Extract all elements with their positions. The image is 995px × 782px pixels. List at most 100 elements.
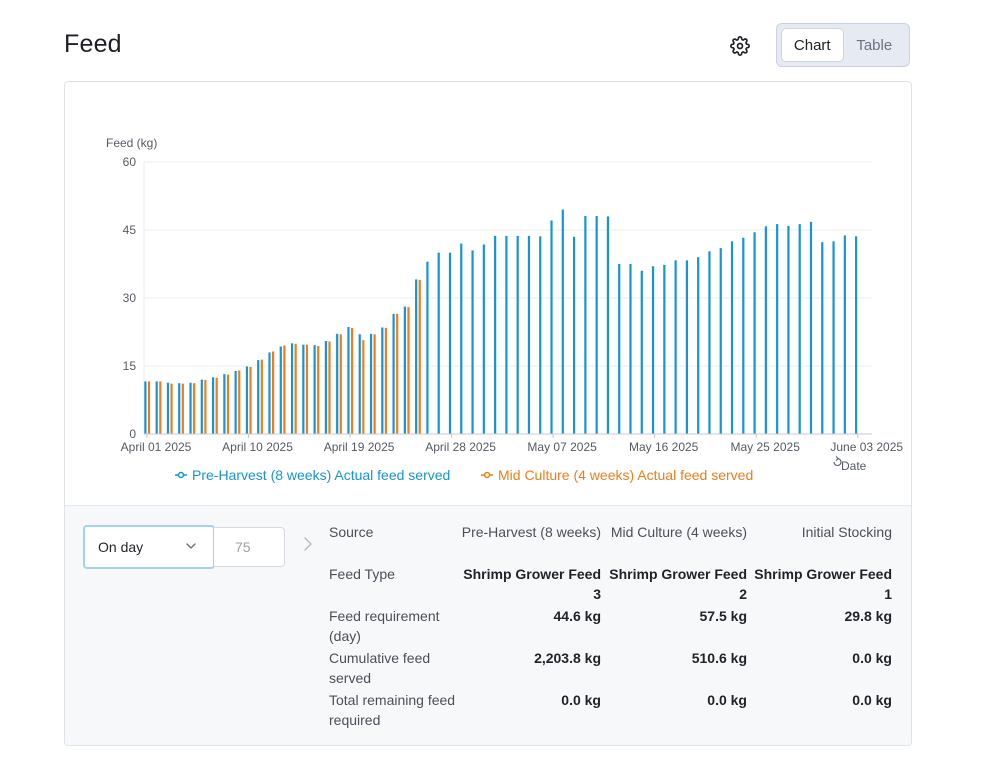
- bar-pre-harvest[interactable]: [257, 360, 260, 434]
- bar-pre-harvest[interactable]: [268, 352, 271, 434]
- bar-mid-culture[interactable]: [350, 327, 354, 434]
- bar-pre-harvest[interactable]: [550, 220, 553, 434]
- bar-pre-harvest[interactable]: [403, 306, 406, 434]
- bar-pre-harvest[interactable]: [719, 248, 722, 434]
- bar-pre-harvest[interactable]: [674, 260, 677, 434]
- bar-mid-culture[interactable]: [147, 381, 151, 434]
- bar-pre-harvest[interactable]: [516, 235, 519, 434]
- bar-pre-harvest[interactable]: [798, 224, 801, 434]
- bar-mid-culture[interactable]: [181, 383, 184, 434]
- bar-pre-harvest[interactable]: [584, 215, 587, 434]
- bar-mid-culture[interactable]: [271, 351, 275, 434]
- bar-pre-harvest[interactable]: [539, 236, 542, 434]
- bar-pre-harvest[interactable]: [415, 279, 418, 434]
- bar-pre-harvest[interactable]: [471, 250, 474, 434]
- row-label: Total remaining feed required: [329, 692, 456, 728]
- bar-pre-harvest[interactable]: [155, 381, 158, 434]
- bar-mid-culture[interactable]: [204, 380, 207, 434]
- bar-mid-culture[interactable]: [317, 346, 320, 434]
- bar-mid-culture[interactable]: [226, 374, 230, 434]
- bar-pre-harvest[interactable]: [572, 236, 576, 434]
- date-reset-button[interactable]: Date: [833, 456, 867, 474]
- bar-pre-harvest[interactable]: [437, 252, 440, 434]
- bar-pre-harvest[interactable]: [166, 382, 170, 434]
- bar-pre-harvest[interactable]: [809, 221, 813, 434]
- bar-pre-harvest[interactable]: [347, 327, 350, 434]
- bar-pre-harvest[interactable]: [640, 270, 643, 434]
- bar-pre-harvest[interactable]: [663, 264, 666, 434]
- bar-pre-harvest[interactable]: [426, 261, 429, 434]
- bar-mid-culture[interactable]: [193, 383, 196, 434]
- bar-pre-harvest[interactable]: [189, 382, 192, 434]
- bar-pre-harvest[interactable]: [448, 252, 452, 434]
- bar-pre-harvest[interactable]: [178, 383, 181, 434]
- bar-mid-culture[interactable]: [159, 381, 162, 434]
- bar-mid-culture[interactable]: [170, 383, 173, 434]
- bar-mid-culture[interactable]: [283, 345, 286, 434]
- bar-pre-harvest[interactable]: [144, 381, 147, 434]
- bar-mid-culture[interactable]: [339, 334, 342, 434]
- chevron-right-icon[interactable]: [301, 536, 315, 552]
- bar-mid-culture[interactable]: [407, 307, 410, 434]
- bar-mid-culture[interactable]: [238, 370, 241, 434]
- bar-mid-culture[interactable]: [384, 327, 388, 434]
- bar-mid-culture[interactable]: [362, 340, 365, 434]
- bar-pre-harvest[interactable]: [245, 366, 249, 434]
- bar-pre-harvest[interactable]: [234, 370, 237, 434]
- bar-pre-harvest[interactable]: [618, 264, 621, 434]
- bar-pre-harvest[interactable]: [200, 379, 203, 434]
- bar-pre-harvest[interactable]: [708, 251, 711, 434]
- bar-mid-culture[interactable]: [418, 279, 421, 434]
- bar-pre-harvest[interactable]: [494, 235, 497, 434]
- bar-pre-harvest[interactable]: [336, 333, 339, 434]
- bar-pre-harvest[interactable]: [753, 232, 756, 434]
- bar-mid-culture[interactable]: [215, 377, 218, 434]
- bar-pre-harvest[interactable]: [223, 374, 226, 434]
- bar-pre-harvest[interactable]: [697, 257, 700, 434]
- bar-mid-culture[interactable]: [260, 359, 263, 434]
- bar-mid-culture[interactable]: [294, 343, 297, 434]
- bar-pre-harvest[interactable]: [302, 344, 305, 434]
- legend-item-pre-harvest[interactable]: Pre-Harvest (8 weeks) Actual feed served: [175, 467, 450, 483]
- bar-pre-harvest[interactable]: [324, 341, 327, 434]
- settings-button[interactable]: [726, 32, 754, 60]
- bar-pre-harvest[interactable]: [742, 237, 745, 434]
- bar-pre-harvest[interactable]: [482, 244, 485, 434]
- bar-pre-harvest[interactable]: [358, 334, 361, 434]
- bar-pre-harvest[interactable]: [527, 235, 531, 434]
- bar-pre-harvest[interactable]: [290, 343, 294, 434]
- bar-pre-harvest[interactable]: [764, 226, 767, 434]
- bar-pre-harvest[interactable]: [392, 313, 395, 434]
- bar-pre-harvest[interactable]: [505, 235, 508, 434]
- bar-pre-harvest[interactable]: [313, 345, 316, 434]
- bar-pre-harvest[interactable]: [685, 260, 688, 434]
- bar-mid-culture[interactable]: [328, 341, 331, 434]
- bar-pre-harvest[interactable]: [651, 266, 655, 434]
- bar-pre-harvest[interactable]: [561, 209, 564, 434]
- legend-item-mid-culture[interactable]: Mid Culture (4 weeks) Actual feed served: [481, 467, 753, 483]
- bar-mid-culture[interactable]: [249, 366, 252, 434]
- tab-table[interactable]: Table: [856, 36, 893, 54]
- bar-pre-harvest[interactable]: [460, 243, 463, 434]
- bar-pre-harvest[interactable]: [843, 235, 846, 434]
- bar-pre-harvest[interactable]: [369, 333, 373, 434]
- day-input[interactable]: [214, 527, 285, 567]
- bar-pre-harvest[interactable]: [787, 225, 790, 434]
- bar-pre-harvest[interactable]: [211, 377, 215, 434]
- bar-pre-harvest[interactable]: [832, 241, 835, 434]
- bar-pre-harvest[interactable]: [776, 224, 779, 434]
- bar-pre-harvest[interactable]: [606, 216, 610, 434]
- bar-pre-harvest[interactable]: [730, 241, 734, 434]
- mode-select[interactable]: On day: [83, 525, 215, 569]
- bar-pre-harvest[interactable]: [279, 346, 282, 434]
- bar-pre-harvest[interactable]: [595, 215, 598, 434]
- bar-mid-culture[interactable]: [373, 334, 376, 434]
- tab-chart[interactable]: Chart: [781, 28, 844, 62]
- bar-mid-culture[interactable]: [396, 313, 399, 434]
- bar-pre-harvest[interactable]: [821, 242, 824, 434]
- bar-pre-harvest[interactable]: [381, 327, 384, 434]
- bar-pre-harvest[interactable]: [629, 264, 632, 434]
- bar-mid-culture[interactable]: [305, 344, 309, 434]
- cell-pre-harvest: Pre-Harvest (8 weeks): [461, 524, 601, 540]
- bar-pre-harvest[interactable]: [855, 236, 858, 434]
